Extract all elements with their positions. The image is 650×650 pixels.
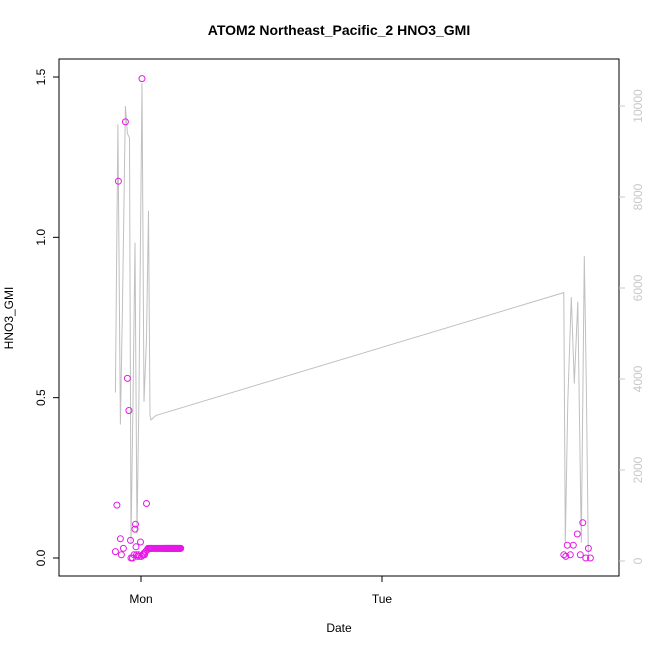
point-layer [111,75,594,562]
data-point [119,544,127,552]
data-point [573,530,581,538]
data-point [111,548,119,556]
x-axis-label: Date [326,621,352,635]
data-point [138,75,146,83]
right-tick-label: 4000 [631,365,645,392]
data-point [579,519,587,527]
right-tick-label: 8000 [631,183,645,210]
right-tick-label: 6000 [631,274,645,301]
y-tick-label: 1.5 [34,68,48,85]
y-tick-label: 0.5 [34,389,48,406]
chart-title: ATOM2 Northeast_Pacific_2 HNO3_GMI [208,22,470,38]
data-point [113,501,121,509]
data-point [143,500,150,507]
line-layer [114,83,589,562]
data-point [562,552,570,560]
data-point [132,520,139,528]
data-point [116,535,124,543]
data-point [586,554,594,562]
y-tick-label: 0.0 [34,549,48,566]
x-tick-label-mon: Mon [129,592,152,606]
right-axis: 0 2000 4000 6000 8000 10000 [619,89,645,564]
data-point [127,536,134,544]
y-axis: 0.0 0.5 1.0 1.5 [34,68,59,566]
data-point [114,177,122,185]
plot-frame [58,58,620,577]
x-tick-label-tue: Tue [372,592,393,606]
right-tick-label: 2000 [631,456,645,483]
data-point [136,552,143,560]
data-point [121,118,129,126]
data-point [582,554,590,562]
data-point [576,551,584,559]
right-tick-label: 0 [631,557,645,564]
data-point [584,544,592,552]
y-axis-label: HNO3_GMI [2,287,16,350]
data-point [125,407,133,414]
data-point [132,543,140,551]
data-point [569,541,577,549]
right-tick-label: 10000 [631,89,645,123]
x-axis: Mon Tue [129,576,392,606]
data-point [131,525,139,533]
data-point [123,374,131,382]
data-point [117,551,125,559]
data-point [137,538,144,546]
y-tick-label: 1.0 [34,229,48,246]
data-point [177,544,185,552]
data-point [563,541,571,549]
altitude-line [114,83,589,562]
data-point [566,551,574,559]
